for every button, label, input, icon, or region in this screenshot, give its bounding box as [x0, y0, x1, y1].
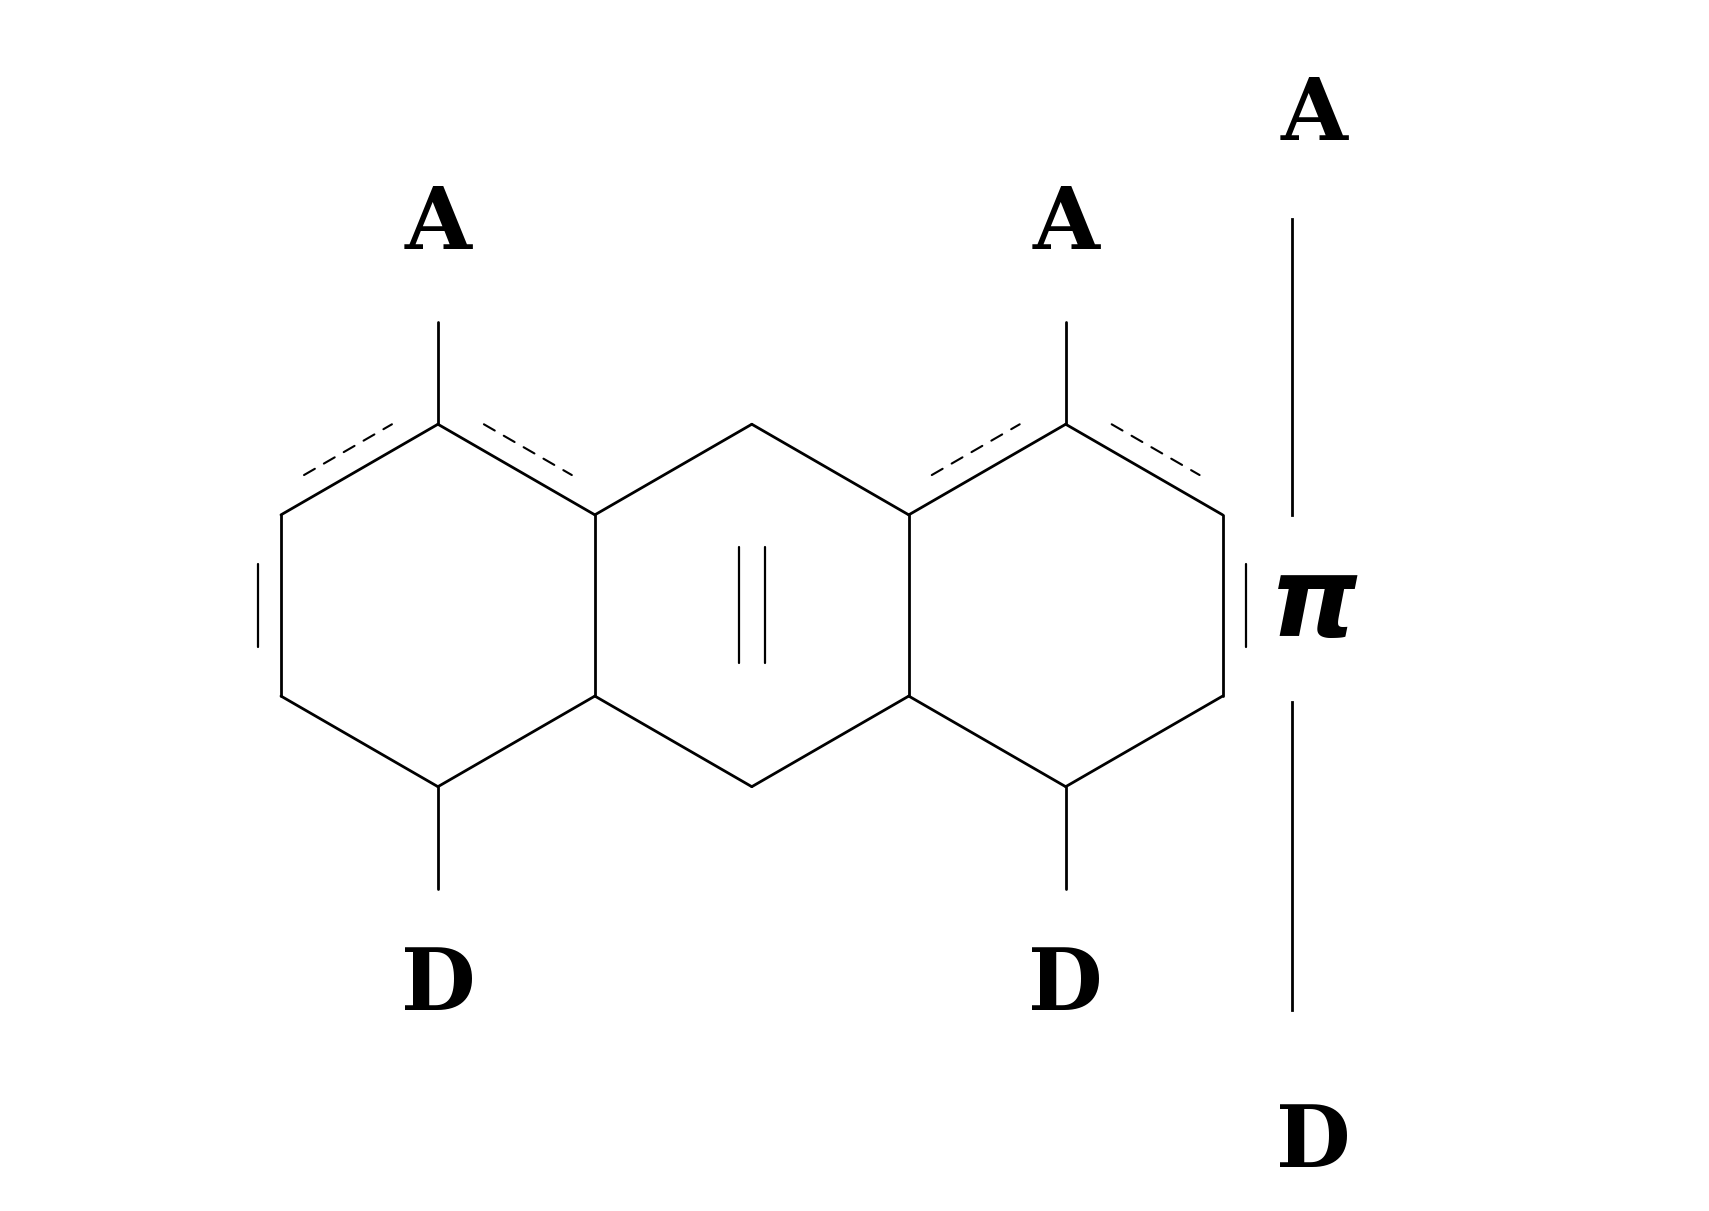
Text: A: A [1032, 183, 1099, 268]
Text: A: A [1280, 74, 1347, 159]
Text: D: D [400, 943, 475, 1028]
Text: A: A [405, 183, 472, 268]
Text: D: D [1029, 943, 1102, 1028]
Text: $\boldsymbol{\pi}$: $\boldsymbol{\pi}$ [1268, 552, 1359, 659]
Text: D: D [1277, 1101, 1350, 1184]
